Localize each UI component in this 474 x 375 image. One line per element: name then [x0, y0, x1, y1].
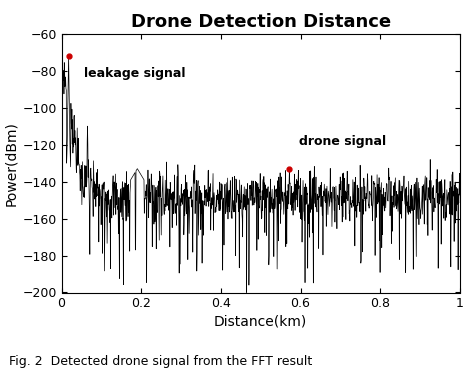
Title: Drone Detection Distance: Drone Detection Distance	[131, 13, 391, 31]
Text: Fig. 2  Detected drone signal from the FFT result: Fig. 2 Detected drone signal from the FF…	[9, 354, 313, 368]
Text: drone signal: drone signal	[299, 135, 386, 148]
Text: leakage signal: leakage signal	[83, 67, 185, 80]
X-axis label: Distance(km): Distance(km)	[214, 315, 307, 328]
Y-axis label: Power(dBm): Power(dBm)	[4, 121, 18, 206]
